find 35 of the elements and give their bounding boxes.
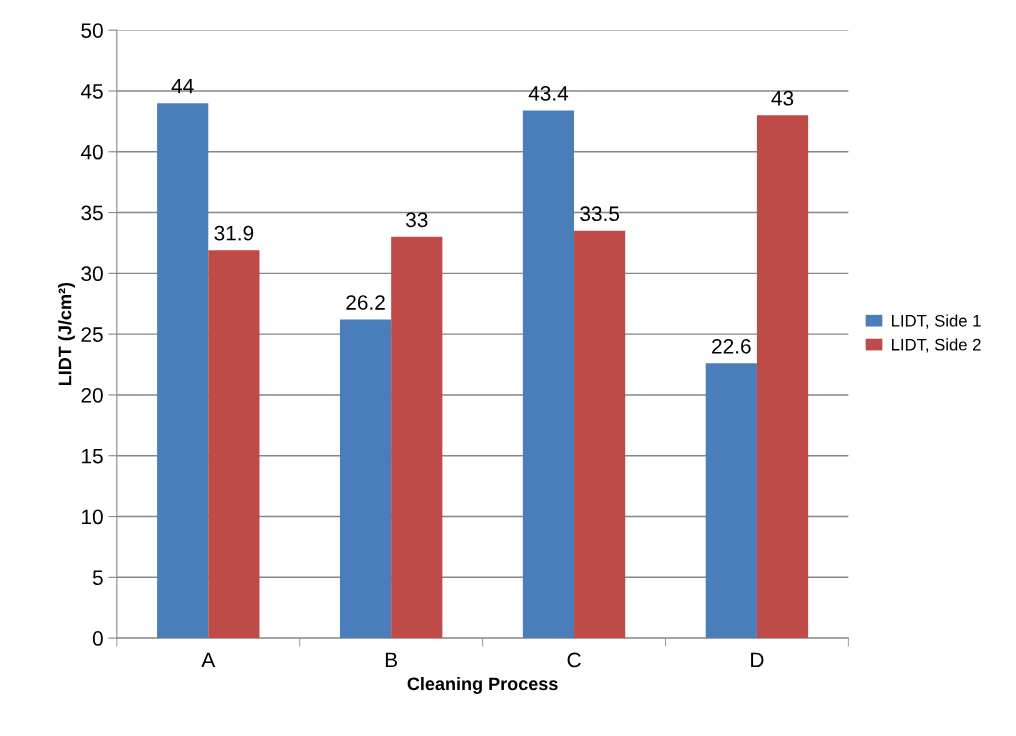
x-tick-label: B bbox=[385, 652, 398, 668]
y-tick-label: 45 bbox=[80, 84, 103, 99]
x-tick-label: C bbox=[567, 652, 581, 668]
y-tick-label: 35 bbox=[81, 205, 103, 221]
bar bbox=[705, 363, 757, 639]
data-label: 43.4 bbox=[528, 86, 569, 101]
x-axis-title: Cleaning Process bbox=[407, 676, 558, 694]
legend-label: LIDT, Side 2 bbox=[892, 338, 981, 353]
y-tick-label: 5 bbox=[92, 570, 103, 586]
bar bbox=[756, 115, 809, 639]
data-label: 44 bbox=[171, 78, 194, 94]
legend-label: LIDT, Side 1 bbox=[892, 314, 981, 329]
y-tick-label: 50 bbox=[81, 23, 103, 38]
data-label: 22.6 bbox=[712, 338, 751, 354]
y-tick-label: 40 bbox=[80, 144, 103, 160]
data-label: 33 bbox=[405, 212, 428, 228]
y-axis-title: LIDT (J/cm²) bbox=[58, 282, 75, 386]
y-tick-label: 30 bbox=[81, 266, 103, 282]
bar bbox=[574, 230, 626, 639]
bar bbox=[208, 250, 260, 639]
y-tick-label: 10 bbox=[82, 509, 103, 525]
data-label: 33.5 bbox=[580, 206, 620, 222]
bar bbox=[522, 110, 575, 639]
y-tick-label: 25 bbox=[81, 327, 103, 342]
data-label: 43 bbox=[771, 90, 794, 106]
data-label: 31.9 bbox=[214, 225, 254, 241]
bar bbox=[391, 236, 443, 639]
x-tick-label: A bbox=[201, 652, 216, 668]
x-tick-label: D bbox=[751, 652, 764, 668]
bar bbox=[339, 319, 392, 639]
bar bbox=[157, 103, 209, 639]
data-label: 26.2 bbox=[346, 295, 385, 310]
y-tick-label: 20 bbox=[81, 387, 103, 403]
y-tick-label: 0 bbox=[92, 631, 103, 646]
y-tick-label: 15 bbox=[82, 448, 103, 464]
